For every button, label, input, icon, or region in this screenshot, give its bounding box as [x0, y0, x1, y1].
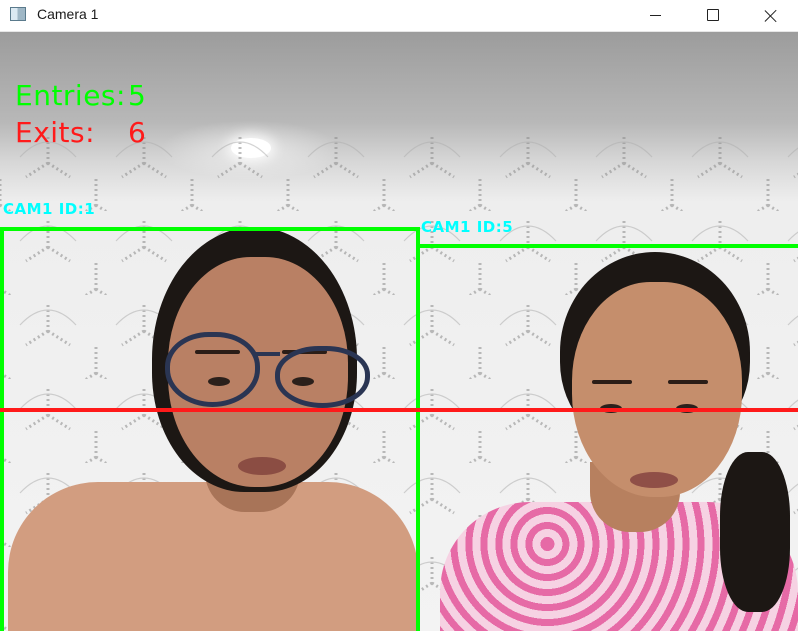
person-left [0, 32, 420, 631]
detection-box-1 [0, 227, 420, 631]
person-left-lips [238, 457, 286, 475]
window-title: Camera 1 [37, 6, 99, 22]
entries-label: Entries: [15, 79, 126, 112]
detection-label-1: CAM1 ID:1 [3, 200, 96, 218]
person-right [420, 32, 798, 631]
app-icon [10, 7, 26, 21]
entries-count: 5 [128, 79, 147, 112]
counting-line [0, 408, 798, 412]
person-right-brow-right [668, 380, 708, 384]
exits-count: 6 [128, 116, 147, 149]
detection-box-2 [416, 244, 798, 631]
maximize-button[interactable] [690, 0, 736, 31]
camera-feed: Entries: 5 Exits: 6 CAM1 ID:1 CAM1 ID:5 [0, 32, 798, 631]
person-right-ponytail [720, 452, 790, 612]
person-left-shirt [8, 482, 418, 631]
close-button[interactable] [748, 0, 794, 31]
detection-label-2: CAM1 ID:5 [421, 218, 514, 236]
person-right-face [572, 282, 742, 497]
person-right-brow-left [592, 380, 632, 384]
maximize-icon [707, 9, 719, 21]
close-icon [764, 9, 778, 23]
exits-label: Exits: [15, 116, 96, 149]
minimize-button[interactable] [632, 0, 678, 31]
minimize-icon [650, 15, 661, 16]
person-left-glasses [165, 332, 375, 412]
title-bar[interactable]: Camera 1 [0, 0, 798, 32]
person-right-lips [630, 472, 678, 488]
